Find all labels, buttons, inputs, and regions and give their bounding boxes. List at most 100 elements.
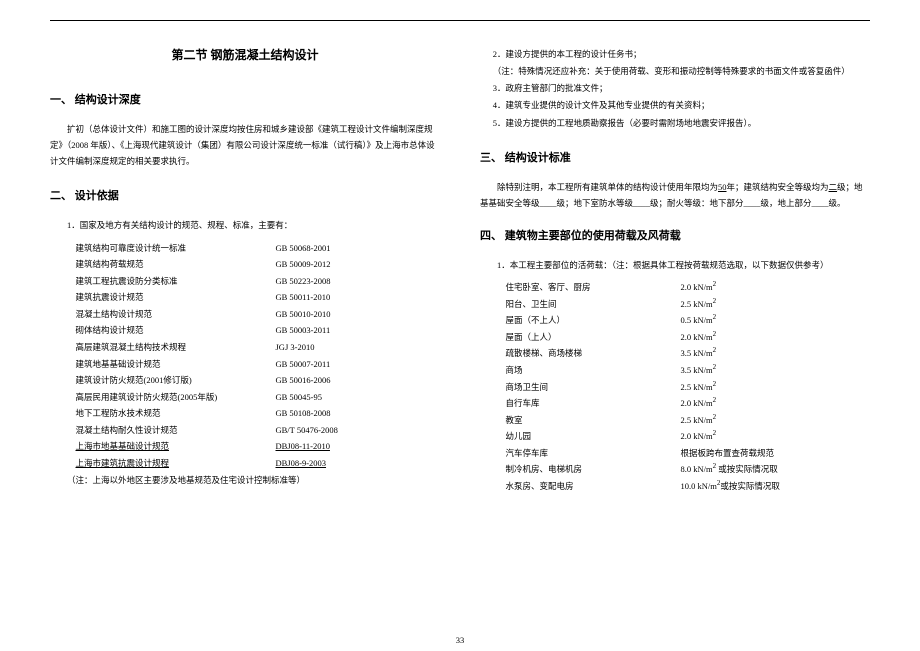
load-name: 制冷机房、电梯机房 (506, 461, 681, 478)
load-row: 商场3.5 kN/m2 (506, 362, 871, 379)
standard-row: 建筑工程抗震设防分类标准GB 50223-2008 (76, 273, 441, 290)
standard-code: JGJ 3-2010 (276, 339, 386, 356)
load-row: 阳台、卫生间2.5 kN/m2 (506, 296, 871, 313)
standard-code: GB 50223-2008 (276, 273, 386, 290)
load-name: 屋面（上人） (506, 329, 681, 346)
standard-row: 砌体结构设计规范GB 50003-2011 (76, 322, 441, 339)
standard-row: 建筑地基基础设计规范GB 50007-2011 (76, 356, 441, 373)
standard-row: 高层民用建筑设计防火规范(2005年版)GB 50045-95 (76, 389, 441, 406)
standard-code: GB 50003-2011 (276, 322, 386, 339)
load-name: 商场卫生间 (506, 379, 681, 396)
standard-name: 建筑工程抗震设防分类标准 (76, 273, 276, 290)
standard-name: 上海市地基基础设计规范 (76, 438, 276, 455)
standard-name: 建筑设计防火规范(2001修订版) (76, 372, 276, 389)
load-name: 教室 (506, 412, 681, 429)
standard-name: 高层建筑混凝土结构技术规程 (76, 339, 276, 356)
standard-name: 地下工程防水技术规范 (76, 405, 276, 422)
load-row: 屋面（不上人）0.5 kN/m2 (506, 312, 871, 329)
para-depth: 扩初（总体设计文件）和施工图的设计深度均按住房和城乡建设部《建筑工程设计文件编制… (50, 121, 440, 169)
standard-code: GB 50016-2006 (276, 372, 386, 389)
load-row: 住宅卧室、客厅、厨房2.0 kN/m2 (506, 279, 871, 296)
load-row: 商场卫生间2.5 kN/m2 (506, 379, 871, 396)
standard-code: DBJ08-9-2003 (276, 455, 386, 472)
load-name: 幼儿园 (506, 428, 681, 445)
standard-row: 建筑结构可靠度设计统一标准GB 50068-2001 (76, 240, 441, 257)
load-name: 阳台、卫生间 (506, 296, 681, 313)
load-value: 3.5 kN/m2 (681, 362, 717, 379)
section-title: 第二节 钢筋混凝土结构设计 (50, 46, 440, 63)
load-name: 自行车库 (506, 395, 681, 412)
standard-name: 上海市建筑抗震设计规程 (76, 455, 276, 472)
load-row: 教室2.5 kN/m2 (506, 412, 871, 429)
load-row: 幼儿园2.0 kN/m2 (506, 428, 871, 445)
right-column: 2．建设方提供的本工程的设计任务书；（注：特殊情况还应补充：关于使用荷载、变形和… (480, 46, 870, 494)
load-name: 疏散楼梯、商场楼梯 (506, 345, 681, 362)
loads-table: 住宅卧室、客厅、厨房2.0 kN/m2阳台、卫生间2.5 kN/m2屋面（不上人… (506, 279, 871, 494)
heading-3: 三、 结构设计标准 (480, 149, 870, 165)
right-list-item: 3．政府主管部门的批准文件； (493, 80, 870, 96)
standard-code: GB 50010-2010 (276, 306, 386, 323)
right-list-item: 5．建设方提供的工程地质勘察报告（必要时需附场地地震安评报告）。 (493, 115, 870, 131)
load-value: 10.0 kN/m2或按实际情况取 (681, 478, 780, 495)
load-value: 根据板跨布置查荷载规范 (681, 445, 775, 462)
right-list-item: 4．建筑专业提供的设计文件及其他专业提供的有关资料； (493, 97, 870, 113)
standard-row: 建筑设计防火规范(2001修订版)GB 50016-2006 (76, 372, 441, 389)
standard-name: 混凝土结构耐久性设计规范 (76, 422, 276, 439)
standard-code: GB 50068-2001 (276, 240, 386, 257)
standards-table: 建筑结构可靠度设计统一标准GB 50068-2001建筑结构荷载规范GB 500… (76, 240, 441, 472)
load-row: 屋面（上人）2.0 kN/m2 (506, 329, 871, 346)
standard-code: GB 50011-2010 (276, 289, 386, 306)
standard-code: GB 50045-95 (276, 389, 386, 406)
standard-code: GB 50007-2011 (276, 356, 386, 373)
standard-name: 砌体结构设计规范 (76, 322, 276, 339)
load-row: 汽车停车库根据板跨布置查荷载规范 (506, 445, 871, 462)
two-column-layout: 第二节 钢筋混凝土结构设计 一、 结构设计深度 扩初（总体设计文件）和施工图的设… (50, 46, 870, 494)
para-standard: 除特别注明，本工程所有建筑单体的结构设计使用年限均为50年；建筑结构安全等级均为… (480, 179, 870, 211)
standard-row: 地下工程防水技术规范GB 50108-2008 (76, 405, 441, 422)
load-row: 疏散楼梯、商场楼梯3.5 kN/m2 (506, 345, 871, 362)
load-row: 水泵房、变配电房10.0 kN/m2或按实际情况取 (506, 478, 871, 495)
top-rule (50, 20, 870, 21)
standards-note: （注：上海以外地区主要涉及地基规范及住宅设计控制标准等） (50, 472, 440, 488)
standard-code: GB/T 50476-2008 (276, 422, 386, 439)
heading-4: 四、 建筑物主要部位的使用荷载及风荷载 (480, 227, 870, 243)
standard-code: DBJ08-11-2010 (276, 438, 386, 455)
load-value: 2.0 kN/m2 (681, 279, 717, 296)
load-row: 制冷机房、电梯机房8.0 kN/m2 或按实际情况取 (506, 461, 871, 478)
right-list-item: （注：特殊情况还应补充：关于使用荷载、变形和振动控制等特殊要求的书面文件或答复函… (493, 63, 870, 79)
load-row: 自行车库2.0 kN/m2 (506, 395, 871, 412)
standard-row: 混凝土结构耐久性设计规范GB/T 50476-2008 (76, 422, 441, 439)
page-number: 33 (0, 635, 920, 645)
loads-intro: 1．本工程主要部位的活荷载：（注：根据具体工程按荷载规范选取，以下数据仅供参考） (480, 257, 870, 273)
load-name: 屋面（不上人） (506, 312, 681, 329)
standard-row: 上海市地基基础设计规范DBJ08-11-2010 (76, 438, 441, 455)
standard-row: 上海市建筑抗震设计规程DBJ08-9-2003 (76, 455, 441, 472)
heading-2: 二、 设计依据 (50, 187, 440, 203)
standard-name: 建筑抗震设计规范 (76, 289, 276, 306)
standard-row: 混凝土结构设计规范GB 50010-2010 (76, 306, 441, 323)
left-column: 第二节 钢筋混凝土结构设计 一、 结构设计深度 扩初（总体设计文件）和施工图的设… (50, 46, 440, 494)
right-list-item: 2．建设方提供的本工程的设计任务书； (493, 46, 870, 62)
load-value: 0.5 kN/m2 (681, 312, 717, 329)
load-value: 2.0 kN/m2 (681, 329, 717, 346)
load-value: 2.5 kN/m2 (681, 412, 717, 429)
load-value: 3.5 kN/m2 (681, 345, 717, 362)
standard-name: 建筑地基基础设计规范 (76, 356, 276, 373)
standard-name: 混凝土结构设计规范 (76, 306, 276, 323)
heading-1: 一、 结构设计深度 (50, 91, 440, 107)
standards-intro: 1．国家及地方有关结构设计的规范、规程、标准，主要有： (50, 217, 440, 233)
standard-name: 建筑结构可靠度设计统一标准 (76, 240, 276, 257)
standard-code: GB 50108-2008 (276, 405, 386, 422)
standard-row: 高层建筑混凝土结构技术规程JGJ 3-2010 (76, 339, 441, 356)
standard-row: 建筑结构荷载规范GB 50009-2012 (76, 256, 441, 273)
standard-name: 高层民用建筑设计防火规范(2005年版) (76, 389, 276, 406)
load-value: 2.0 kN/m2 (681, 395, 717, 412)
load-name: 水泵房、变配电房 (506, 478, 681, 495)
standard-code: GB 50009-2012 (276, 256, 386, 273)
standard-name: 建筑结构荷载规范 (76, 256, 276, 273)
load-value: 2.0 kN/m2 (681, 428, 717, 445)
load-name: 商场 (506, 362, 681, 379)
load-value: 2.5 kN/m2 (681, 296, 717, 313)
standard-row: 建筑抗震设计规范GB 50011-2010 (76, 289, 441, 306)
load-name: 住宅卧室、客厅、厨房 (506, 279, 681, 296)
